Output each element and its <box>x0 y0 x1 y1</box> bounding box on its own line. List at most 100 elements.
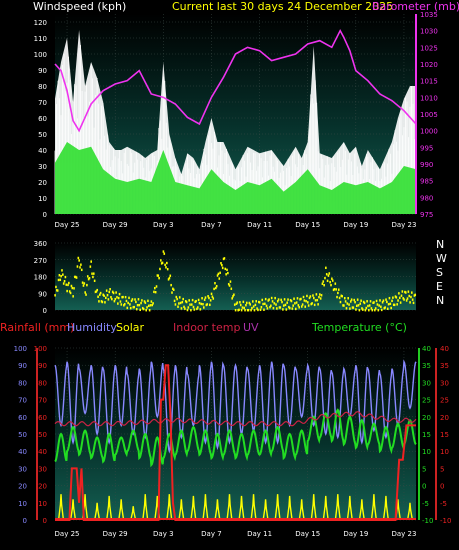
wind-x-tick-label: Day 19 <box>343 221 368 229</box>
direction-point <box>135 300 137 304</box>
direction-point <box>334 282 337 285</box>
direction-point <box>105 289 108 292</box>
direction-point <box>276 307 278 310</box>
direction-point <box>313 303 316 307</box>
direction-point <box>308 296 311 300</box>
direction-point <box>131 298 134 301</box>
baro-y-tick-label: 1025 <box>420 44 438 52</box>
rain-y-tick-label: 0 <box>43 517 47 525</box>
wind-x-tick-label: Day 11 <box>247 221 272 229</box>
direction-point <box>56 289 59 292</box>
direction-point <box>269 305 271 309</box>
wind-y-tick-label: 120 <box>34 19 47 27</box>
direction-point <box>223 257 226 260</box>
direction-point <box>375 299 378 303</box>
direction-point <box>228 284 231 287</box>
compass-label: W <box>436 252 447 265</box>
rain-y-tick-label: 80 <box>38 379 47 387</box>
direction-point <box>79 266 81 269</box>
legend-uv: UV <box>243 321 259 334</box>
direction-point <box>213 287 215 291</box>
direction-point <box>398 296 401 300</box>
direction-point <box>385 298 387 301</box>
direction-point <box>377 309 380 312</box>
wind-x-ticks: Day 25 Day 29 Day 3 Day 7 Day 11 Day 15 Day 19… <box>55 221 417 229</box>
solar-peak <box>250 494 257 521</box>
direction-point <box>170 283 172 287</box>
direction-point <box>337 288 340 291</box>
direction-point <box>83 282 86 285</box>
direction-point <box>262 302 264 306</box>
temp-y-tick-label: 20 <box>422 414 431 422</box>
direction-point <box>198 301 201 305</box>
direction-point <box>121 295 123 299</box>
direction-point <box>310 302 313 306</box>
direction-point <box>317 303 319 306</box>
direction-point <box>207 295 209 298</box>
rain-right-y-tick-label: -10 <box>440 517 451 525</box>
direction-point <box>398 292 400 295</box>
direction-point <box>305 299 307 303</box>
direction-point <box>259 308 262 312</box>
wind-y-tick-label: 50 <box>38 131 47 139</box>
direction-point <box>177 305 179 308</box>
direction-point <box>185 300 188 304</box>
wind-y-tick-label: 70 <box>38 99 47 107</box>
direction-point <box>99 291 102 295</box>
direction-point <box>285 308 288 311</box>
direction-point <box>236 301 239 304</box>
direction-point <box>157 274 160 277</box>
direction-point <box>144 301 147 304</box>
direction-point <box>152 302 154 305</box>
direction-point <box>261 298 264 302</box>
direction-point <box>326 279 329 283</box>
direction-point <box>255 300 258 303</box>
direction-point <box>54 294 56 297</box>
rain-right-y-tick-label: 25 <box>440 397 449 405</box>
direction-point <box>227 271 229 275</box>
direction-point <box>245 304 247 307</box>
direction-point <box>256 307 258 310</box>
direction-point <box>86 275 89 278</box>
solar-peak <box>286 495 293 521</box>
direction-point <box>60 274 62 278</box>
direction-point <box>133 305 135 309</box>
rain-y-tick-label: 90 <box>38 362 47 370</box>
direction-point <box>301 303 304 306</box>
direction-point <box>408 294 411 298</box>
temp-x-tick-label: Day 7 <box>201 530 222 538</box>
direction-point <box>84 291 86 294</box>
compass-label: S <box>436 266 443 279</box>
direction-point <box>80 268 83 272</box>
direction-point <box>243 306 245 310</box>
direction-point <box>182 297 184 301</box>
period-title: Current last 30 days 24 December 2025 <box>172 0 393 13</box>
temp-series <box>54 359 417 521</box>
wind-y-tick-label: 30 <box>38 163 47 171</box>
direction-point <box>365 306 368 310</box>
temp-y-tick-label: 35 <box>422 362 431 370</box>
direction-point <box>136 303 139 307</box>
direction-point <box>91 272 93 275</box>
direction-point <box>132 306 135 309</box>
direction-point <box>234 309 237 312</box>
direction-point <box>56 289 58 292</box>
direction-point <box>331 277 333 280</box>
humidity-y-tick-label: 40 <box>18 448 27 456</box>
direction-point <box>395 296 398 299</box>
direction-point <box>288 305 290 309</box>
direction-point <box>320 294 323 297</box>
direction-point <box>281 300 283 304</box>
direction-point <box>283 298 286 301</box>
direction-point <box>174 303 177 306</box>
legend-temperature: Temperature (°C) <box>311 321 407 334</box>
solar-peak <box>106 495 113 521</box>
direction-point <box>123 302 126 306</box>
direction-point <box>172 287 174 290</box>
direction-point <box>98 300 100 303</box>
direction-point <box>409 301 411 304</box>
direction-point <box>387 303 390 306</box>
direction-point <box>179 301 182 305</box>
direction-point <box>154 290 157 294</box>
baro-y-tick-label: 1030 <box>420 28 438 36</box>
